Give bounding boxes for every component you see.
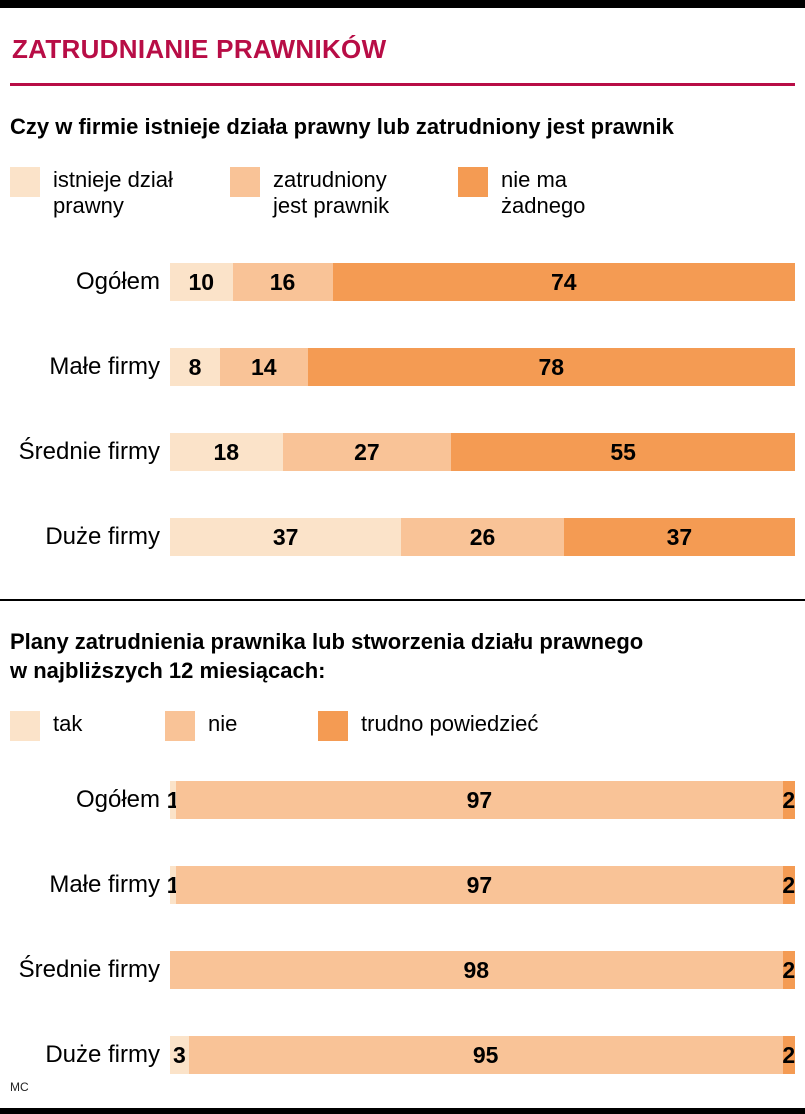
bar-row: Średnie firmy 98 2 [10, 951, 795, 989]
section-divider [0, 599, 805, 601]
legend-label: nie ma żadnego [501, 167, 586, 218]
bar-value: 2 [782, 871, 796, 898]
bar-label: Duże firmy [45, 523, 160, 550]
bar-segment: 2 [782, 866, 796, 904]
stacked-bar: 98 2 [170, 951, 795, 989]
legend-label: trudno powiedzieć [361, 711, 539, 736]
legend-label: zatrudniony jest prawnik [273, 167, 390, 218]
stacked-bar: 37 26 37 [170, 518, 795, 556]
bar-label: Średnie firmy [18, 956, 160, 983]
bar-value: 2 [782, 956, 796, 983]
chart-1-title: Czy w firmie istnieje działa prawny lub … [10, 114, 674, 139]
top-black-bar [0, 0, 805, 8]
bar-segment: 55 [451, 433, 795, 471]
stacked-bar: 8 14 78 [170, 348, 795, 386]
bar-value: 37 [272, 523, 299, 550]
bar-segment: 10 [170, 263, 233, 301]
bar-value: 37 [666, 523, 693, 550]
stacked-bar: 3 95 2 [170, 1036, 795, 1074]
bar-value: 2 [782, 786, 796, 813]
stacked-bar: 18 27 55 [170, 433, 795, 471]
legend-label: tak [53, 711, 83, 736]
bar-label: Ogółem [75, 786, 160, 813]
bar-value: 8 [188, 353, 202, 380]
legend-swatch-light [10, 167, 40, 197]
legend-item: nie [165, 711, 318, 741]
bar-segment: 97 [176, 781, 783, 819]
bar-value: 26 [469, 523, 496, 550]
bar-row: Małe firmy 1 97 2 [10, 866, 795, 904]
bar-segment: 37 [563, 518, 795, 556]
stacked-bar: 1 97 2 [167, 781, 796, 819]
credit-initials: MC [10, 1080, 29, 1094]
bar-value: 27 [354, 438, 380, 465]
bar-row: Duże firmy 3 95 2 [10, 1036, 795, 1074]
legend-swatch-dark [318, 711, 348, 741]
bar-segment: 18 [170, 433, 283, 471]
title-underline [10, 83, 795, 86]
page-title: ZATRUDNIANIE PRAWNIKÓW [12, 34, 387, 64]
bar-segment: 16 [232, 263, 333, 301]
bar-segment: 2 [782, 951, 796, 989]
chart-2-legend: tak nie trudno powiedzieć [10, 711, 795, 741]
bar-segment: 8 [170, 348, 220, 386]
bar-row: Ogółem 1 97 2 [10, 781, 795, 819]
bar-value: 18 [213, 438, 240, 465]
legend-item: zatrudniony jest prawnik [230, 167, 458, 219]
bar-segment: 98 [170, 951, 783, 989]
bar-segment: 78 [307, 348, 795, 386]
legend-item: tak [10, 711, 165, 741]
bar-value: 10 [188, 268, 215, 295]
bar-label: Ogółem [75, 268, 160, 295]
bar-value: 14 [250, 353, 277, 380]
bar-segment: 37 [170, 518, 402, 556]
legend-swatch-medium [230, 167, 260, 197]
bar-value: 97 [466, 786, 493, 813]
bar-value: 55 [610, 438, 636, 465]
bar-label: Duże firmy [45, 1041, 160, 1068]
bar-label: Małe firmy [49, 871, 160, 898]
legend-swatch-medium [165, 711, 195, 741]
bottom-black-bar [0, 1108, 805, 1114]
bar-value: 78 [538, 353, 565, 380]
legend-swatch-light [10, 711, 40, 741]
bar-label: Małe firmy [49, 353, 160, 380]
bar-segment: 26 [401, 518, 564, 556]
bar-value: 16 [269, 268, 296, 295]
bar-value: 2 [782, 1041, 796, 1068]
legend-swatch-dark [458, 167, 488, 197]
legend-label: nie [208, 711, 238, 736]
bar-row: Ogółem 10 16 74 [10, 263, 795, 301]
legend-item: nie ma żadnego [458, 167, 585, 219]
bar-segment: 2 [782, 1036, 796, 1074]
chart-2-rows: Ogółem 1 97 2 Małe firmy 1 97 2 Średnie firmy 98 2… [10, 781, 795, 1074]
stacked-bar: 1 97 2 [167, 866, 796, 904]
bar-segment: 3 [170, 1036, 189, 1074]
chart-1-rows: Ogółem 10 16 74 Małe firmy 8 14 78 Średnie firmy… [10, 263, 795, 556]
bar-value: 98 [463, 956, 490, 983]
chart-1-legend: istnieje dział prawny zatrudniony jest p… [10, 167, 795, 219]
legend-item: trudno powiedzieć [318, 711, 538, 741]
bar-segment: 14 [220, 348, 308, 386]
bar-segment: 74 [332, 263, 795, 301]
legend-item: istnieje dział prawny [10, 167, 230, 219]
bar-segment: 27 [282, 433, 452, 471]
bar-row: Duże firmy 37 26 37 [10, 518, 795, 556]
bar-value: 97 [466, 871, 493, 898]
stacked-bar: 10 16 74 [170, 263, 795, 301]
bar-row: Małe firmy 8 14 78 [10, 348, 795, 386]
legend-label: istnieje dział prawny [53, 167, 173, 218]
bar-value: 95 [472, 1041, 499, 1068]
bar-segment: 95 [188, 1036, 783, 1074]
bar-row: Średnie firmy 18 27 55 [10, 433, 795, 471]
bar-segment: 97 [176, 866, 783, 904]
bar-value: 74 [550, 268, 577, 295]
bar-segment: 2 [782, 781, 796, 819]
bar-label: Średnie firmy [18, 438, 160, 465]
chart-2-title: Plany zatrudnienia prawnika lub stworzen… [10, 629, 644, 683]
bar-value: 3 [172, 1041, 186, 1068]
